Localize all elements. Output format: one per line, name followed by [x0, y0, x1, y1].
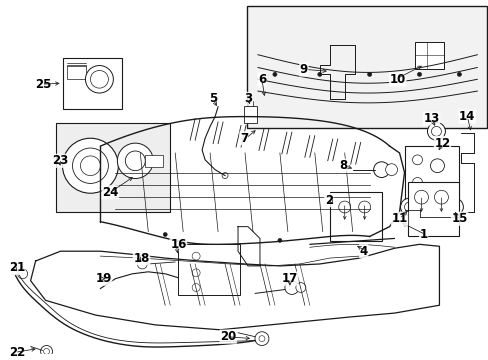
Circle shape [62, 138, 118, 193]
Text: 11: 11 [390, 212, 407, 225]
Circle shape [430, 126, 441, 136]
Circle shape [404, 202, 414, 212]
Circle shape [285, 281, 298, 294]
Circle shape [85, 66, 113, 93]
Circle shape [429, 159, 444, 172]
Circle shape [254, 332, 268, 346]
Text: 5: 5 [208, 93, 217, 105]
Text: 22: 22 [9, 346, 25, 359]
Circle shape [412, 177, 422, 187]
Circle shape [414, 190, 427, 204]
Text: 15: 15 [450, 212, 467, 225]
Circle shape [367, 72, 371, 76]
Text: 1: 1 [419, 228, 427, 241]
Circle shape [259, 336, 264, 342]
Circle shape [192, 252, 200, 260]
Text: 20: 20 [220, 330, 236, 343]
Bar [66, 64, 86, 79]
Text: 3: 3 [244, 93, 251, 105]
Circle shape [43, 348, 49, 354]
Circle shape [81, 156, 100, 176]
Circle shape [427, 122, 445, 140]
Bar [56, 123, 170, 212]
Text: 19: 19 [95, 272, 112, 285]
Text: 10: 10 [389, 73, 405, 86]
Circle shape [18, 269, 27, 279]
Circle shape [433, 190, 447, 204]
Text: 7: 7 [240, 132, 247, 145]
Circle shape [163, 233, 167, 237]
Bar [178, 244, 240, 296]
Text: 13: 13 [423, 112, 439, 125]
Circle shape [41, 346, 52, 357]
Bar [246, 6, 487, 129]
Circle shape [456, 72, 461, 76]
Circle shape [222, 172, 227, 179]
Bar [407, 183, 458, 237]
Circle shape [445, 198, 463, 216]
Bar [414, 42, 444, 69]
Text: 25: 25 [36, 78, 52, 91]
Text: 16: 16 [170, 238, 186, 251]
Circle shape [373, 162, 389, 177]
Text: 2: 2 [324, 194, 332, 207]
Circle shape [358, 201, 370, 213]
Circle shape [338, 201, 350, 213]
Circle shape [417, 72, 421, 76]
Circle shape [295, 283, 305, 292]
Text: 24: 24 [102, 186, 118, 199]
Circle shape [137, 259, 147, 269]
Circle shape [117, 143, 153, 179]
Circle shape [385, 164, 397, 176]
Bar [244, 106, 256, 123]
Text: 8: 8 [339, 159, 347, 172]
Text: 17: 17 [281, 272, 297, 285]
Circle shape [192, 269, 200, 277]
Bar [62, 58, 122, 109]
Text: 23: 23 [52, 154, 69, 167]
Bar [145, 155, 163, 167]
Text: 21: 21 [9, 261, 25, 274]
Bar [404, 146, 458, 210]
Circle shape [448, 202, 458, 212]
Text: 6: 6 [257, 73, 265, 86]
Circle shape [317, 72, 321, 76]
Text: 12: 12 [433, 137, 449, 150]
Bar [329, 192, 381, 241]
Circle shape [272, 72, 276, 76]
Circle shape [90, 71, 108, 88]
Circle shape [125, 151, 145, 171]
Circle shape [277, 238, 281, 242]
Circle shape [400, 198, 418, 216]
Text: 14: 14 [458, 110, 475, 123]
Text: 9: 9 [299, 63, 307, 76]
Circle shape [412, 155, 422, 165]
Circle shape [72, 148, 108, 183]
Text: 4: 4 [359, 245, 367, 258]
Circle shape [192, 284, 200, 292]
Text: 18: 18 [133, 252, 149, 265]
